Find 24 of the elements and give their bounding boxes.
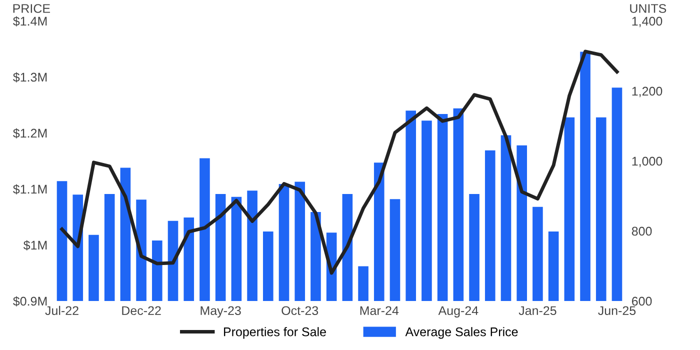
y-tick-label: $1M [23, 240, 47, 250]
y2-tick-label: 800 [632, 226, 652, 236]
x-tick-label: Dec-22 [122, 306, 161, 316]
y-tick-label: $1.3M [13, 72, 47, 82]
x-tick-label: Jul-22 [45, 306, 78, 316]
y-tick-label: $1.2M [13, 128, 47, 138]
y-tick-label: $1.4M [13, 16, 47, 26]
y2-tick-label: 1,200 [632, 86, 662, 98]
legend-label: Properties for Sale [224, 327, 326, 339]
y-tick-label: $0.9M [13, 296, 47, 306]
x-tick-label: Oct-23 [282, 306, 318, 316]
y-tick-label: $1.1M [13, 184, 47, 194]
x-tick-label: Aug-24 [438, 306, 478, 318]
y-axis-title: PRICE [13, 4, 50, 13]
y2-tick-label: 600 [632, 296, 652, 306]
x-tick-label: Jun-25 [598, 306, 636, 316]
x-tick-label: Mar-24 [360, 306, 399, 316]
y2-tick-label: 1,000 [632, 156, 662, 168]
x-tick-label: Jan-25 [518, 306, 556, 316]
y2-tick-label: 1,400 [632, 16, 662, 28]
legend-label: Average Sales Price [405, 327, 518, 339]
y2-axis-title: UNITS [630, 4, 666, 13]
line-series [60, 50, 619, 275]
x-tick-label: May-23 [200, 306, 241, 318]
